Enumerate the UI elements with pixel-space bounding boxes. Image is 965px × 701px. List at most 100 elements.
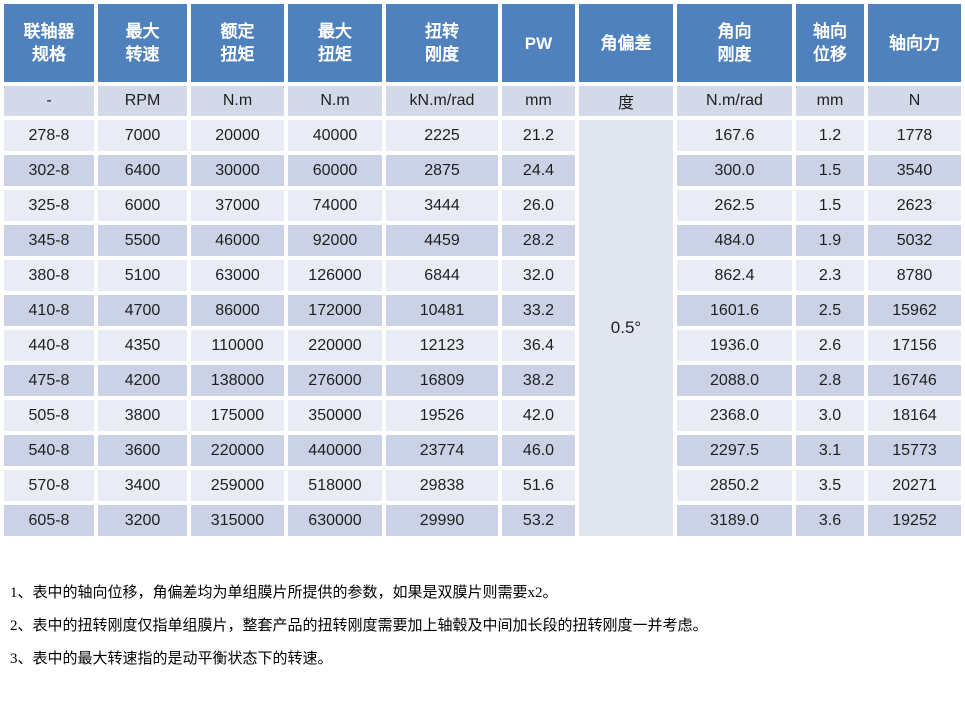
cell-max-speed: 5100 — [98, 260, 187, 291]
cell-pw: 33.2 — [502, 295, 575, 326]
unit-rated-torque: N.m — [191, 86, 284, 116]
cell-max-torque: 630000 — [288, 505, 382, 536]
cell-max-speed: 6400 — [98, 155, 187, 186]
cell-torsional-stiffness: 3444 — [386, 190, 498, 221]
cell-max-torque: 60000 — [288, 155, 382, 186]
cell-max-torque: 440000 — [288, 435, 382, 466]
cell-max-speed: 4200 — [98, 365, 187, 396]
cell-angular-stiffness: 262.5 — [677, 190, 792, 221]
cell-max-speed: 5500 — [98, 225, 187, 256]
cell-spec: 325-8 — [4, 190, 94, 221]
footnote-1: 1、表中的轴向位移，角偏差均为单组膜片所提供的参数，如果是双膜片则需要x2。 — [10, 585, 558, 601]
cell-pw: 24.4 — [502, 155, 575, 186]
unit-pw: mm — [502, 86, 575, 116]
cell-spec: 302-8 — [4, 155, 94, 186]
cell-angular-stiffness: 2088.0 — [677, 365, 792, 396]
cell-max-torque: 74000 — [288, 190, 382, 221]
cell-max-speed: 3600 — [98, 435, 187, 466]
cell-torsional-stiffness: 10481 — [386, 295, 498, 326]
unit-max-torque: N.m — [288, 86, 382, 116]
cell-axial-displacement: 3.0 — [796, 400, 864, 431]
cell-angular-stiffness: 2850.2 — [677, 470, 792, 501]
cell-angular-stiffness: 862.4 — [677, 260, 792, 291]
cell-max-torque: 220000 — [288, 330, 382, 361]
cell-spec: 410-8 — [4, 295, 94, 326]
cell-spec: 505-8 — [4, 400, 94, 431]
footnotes: 1、表中的轴向位移，角偏差均为单组膜片所提供的参数，如果是双膜片则需要x2。 2、… — [10, 584, 965, 669]
cell-max-torque: 40000 — [288, 120, 382, 151]
cell-axial-force: 19252 — [868, 505, 961, 536]
cell-torsional-stiffness: 29990 — [386, 505, 498, 536]
cell-axial-force: 20271 — [868, 470, 961, 501]
unit-angular-deviation: 度 — [579, 86, 673, 116]
column-header-angular-deviation: 角偏差 — [579, 4, 673, 82]
cell-spec: 345-8 — [4, 225, 94, 256]
cell-spec: 380-8 — [4, 260, 94, 291]
cell-angular-deviation-merged: 0.5° — [579, 120, 673, 536]
cell-torsional-stiffness: 2225 — [386, 120, 498, 151]
table-row: 505-8 3800 175000 350000 19526 42.0 2368.0 3.0 1… — [4, 400, 961, 431]
cell-spec: 540-8 — [4, 435, 94, 466]
cell-max-torque: 350000 — [288, 400, 382, 431]
cell-rated-torque: 175000 — [191, 400, 284, 431]
cell-axial-force: 3540 — [868, 155, 961, 186]
cell-axial-displacement: 2.3 — [796, 260, 864, 291]
cell-rated-torque: 315000 — [191, 505, 284, 536]
table-row: 440-8 4350 110000 220000 12123 36.4 1936.0 2.6 1… — [4, 330, 961, 361]
cell-angular-stiffness: 3189.0 — [677, 505, 792, 536]
cell-pw: 51.6 — [502, 470, 575, 501]
cell-pw: 28.2 — [502, 225, 575, 256]
column-header-pw: PW — [502, 4, 575, 82]
unit-torsional-stiffness: kN.m/rad — [386, 86, 498, 116]
cell-pw: 42.0 — [502, 400, 575, 431]
unit-angular-stiffness: N.m/rad — [677, 86, 792, 116]
cell-pw: 36.4 — [502, 330, 575, 361]
cell-pw: 32.0 — [502, 260, 575, 291]
cell-axial-displacement: 3.1 — [796, 435, 864, 466]
cell-rated-torque: 220000 — [191, 435, 284, 466]
cell-axial-displacement: 1.2 — [796, 120, 864, 151]
footnote-2: 2、表中的扭转刚度仅指单组膜片，整套产品的扭转刚度需要加上轴毂及中间加长段的扭转… — [10, 618, 708, 634]
cell-max-speed: 4700 — [98, 295, 187, 326]
cell-rated-torque: 259000 — [191, 470, 284, 501]
table-row: 605-8 3200 315000 630000 29990 53.2 3189.0 3.6 1… — [4, 505, 961, 536]
column-header-rated-torque: 额定 扭矩 — [191, 4, 284, 82]
cell-pw: 53.2 — [502, 505, 575, 536]
cell-pw: 38.2 — [502, 365, 575, 396]
cell-angular-stiffness: 2297.5 — [677, 435, 792, 466]
cell-axial-force: 18164 — [868, 400, 961, 431]
cell-max-speed: 6000 — [98, 190, 187, 221]
cell-max-speed: 4350 — [98, 330, 187, 361]
cell-spec: 570-8 — [4, 470, 94, 501]
cell-torsional-stiffness: 29838 — [386, 470, 498, 501]
cell-max-torque: 518000 — [288, 470, 382, 501]
cell-angular-stiffness: 167.6 — [677, 120, 792, 151]
table-row: 302-8 6400 30000 60000 2875 24.4 300.0 1.5 3540 — [4, 155, 961, 186]
cell-spec: 475-8 — [4, 365, 94, 396]
table-row: 410-8 4700 86000 172000 10481 33.2 1601.6 2.5 15… — [4, 295, 961, 326]
table-row: 540-8 3600 220000 440000 23774 46.0 2297.5 3.1 1… — [4, 435, 961, 466]
cell-spec: 440-8 — [4, 330, 94, 361]
cell-rated-torque: 63000 — [191, 260, 284, 291]
cell-axial-displacement: 3.6 — [796, 505, 864, 536]
cell-torsional-stiffness: 16809 — [386, 365, 498, 396]
cell-torsional-stiffness: 6844 — [386, 260, 498, 291]
column-header-axial-displacement: 轴向 位移 — [796, 4, 864, 82]
coupling-spec-table: 联轴器 规格 最大 转速 额定 扭矩 最大 扭矩 扭转 刚度 PW 角偏差 角向 刚度 轴向 位… — [4, 4, 961, 536]
cell-rated-torque: 110000 — [191, 330, 284, 361]
cell-rated-torque: 30000 — [191, 155, 284, 186]
column-header-torsional-stiffness: 扭转 刚度 — [386, 4, 498, 82]
cell-max-torque: 126000 — [288, 260, 382, 291]
table-row: 345-8 5500 46000 92000 4459 28.2 484.0 1.9 5032 — [4, 225, 961, 256]
unit-max-speed: RPM — [98, 86, 187, 116]
table-row: 570-8 3400 259000 518000 29838 51.6 2850.2 3.5 2… — [4, 470, 961, 501]
cell-axial-force: 15773 — [868, 435, 961, 466]
cell-rated-torque: 37000 — [191, 190, 284, 221]
cell-max-speed: 7000 — [98, 120, 187, 151]
cell-max-speed: 3200 — [98, 505, 187, 536]
cell-axial-force: 17156 — [868, 330, 961, 361]
cell-rated-torque: 86000 — [191, 295, 284, 326]
cell-angular-stiffness: 484.0 — [677, 225, 792, 256]
table-row: 380-8 5100 63000 126000 6844 32.0 862.4 2.3 8780 — [4, 260, 961, 291]
